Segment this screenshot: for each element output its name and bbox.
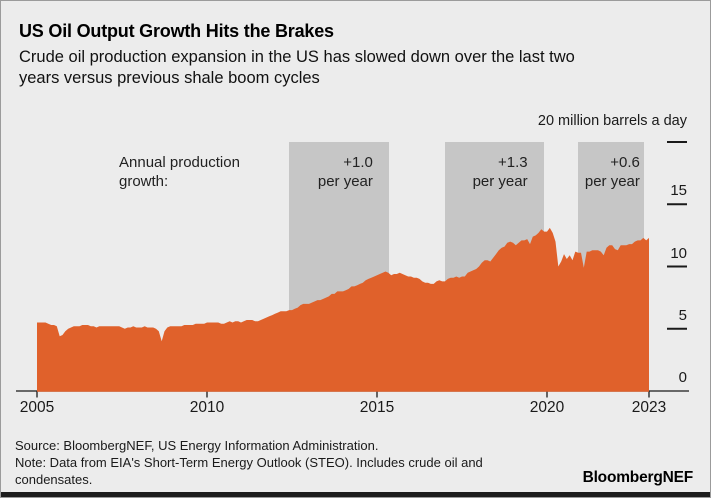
growth-box-label-3: +0.6 per year (584, 154, 640, 190)
x-tick-label-2020: 2020 (529, 399, 565, 416)
note-line2: condensates. (15, 472, 93, 487)
growth-box-label-1: +1.0 per year (317, 154, 373, 190)
chart-subtitle-line1: Crude oil production expansion in the US… (19, 48, 575, 66)
note-line1: Note: Data from EIA's Short-Term Energy … (15, 455, 483, 470)
x-tick-label-2015: 2015 (359, 399, 395, 416)
y-tick-label-5: 5 (678, 306, 687, 324)
x-tick-label-2010: 2010 (189, 399, 225, 416)
chart-subtitle: Crude oil production expansion in the US… (19, 47, 575, 89)
y-tick-label-15: 15 (670, 182, 687, 200)
annotation-growth-intro: Annual production growth: (119, 154, 240, 190)
source-note-block: Source: BloombergNEF, US Energy Informat… (15, 437, 483, 488)
y-tick-label-0: 0 (678, 369, 687, 386)
y-tick-label-10: 10 (670, 244, 687, 262)
growth-box-label-2: +1.3 per year (472, 154, 528, 190)
bottom-accent-bar (1, 492, 710, 497)
chart-title: US Oil Output Growth Hits the Brakes (19, 21, 334, 41)
x-tick-label-2023: 2023 (631, 399, 667, 416)
x-tick-label-2005: 2005 (19, 399, 55, 416)
source-line: Source: BloombergNEF, US Energy Informat… (15, 438, 379, 453)
growth-box-1: +1.0 per year (288, 142, 389, 391)
bloombergnef-logo: BloombergNEF (582, 469, 694, 486)
chart-subtitle-line2: years versus previous shale boom cycles (19, 69, 320, 87)
y-axis-unit-label: 20 million barrels a day (537, 113, 687, 129)
growth-box-3: +0.6 per year (577, 142, 644, 391)
growth-box-2: +1.3 per year (445, 142, 544, 391)
